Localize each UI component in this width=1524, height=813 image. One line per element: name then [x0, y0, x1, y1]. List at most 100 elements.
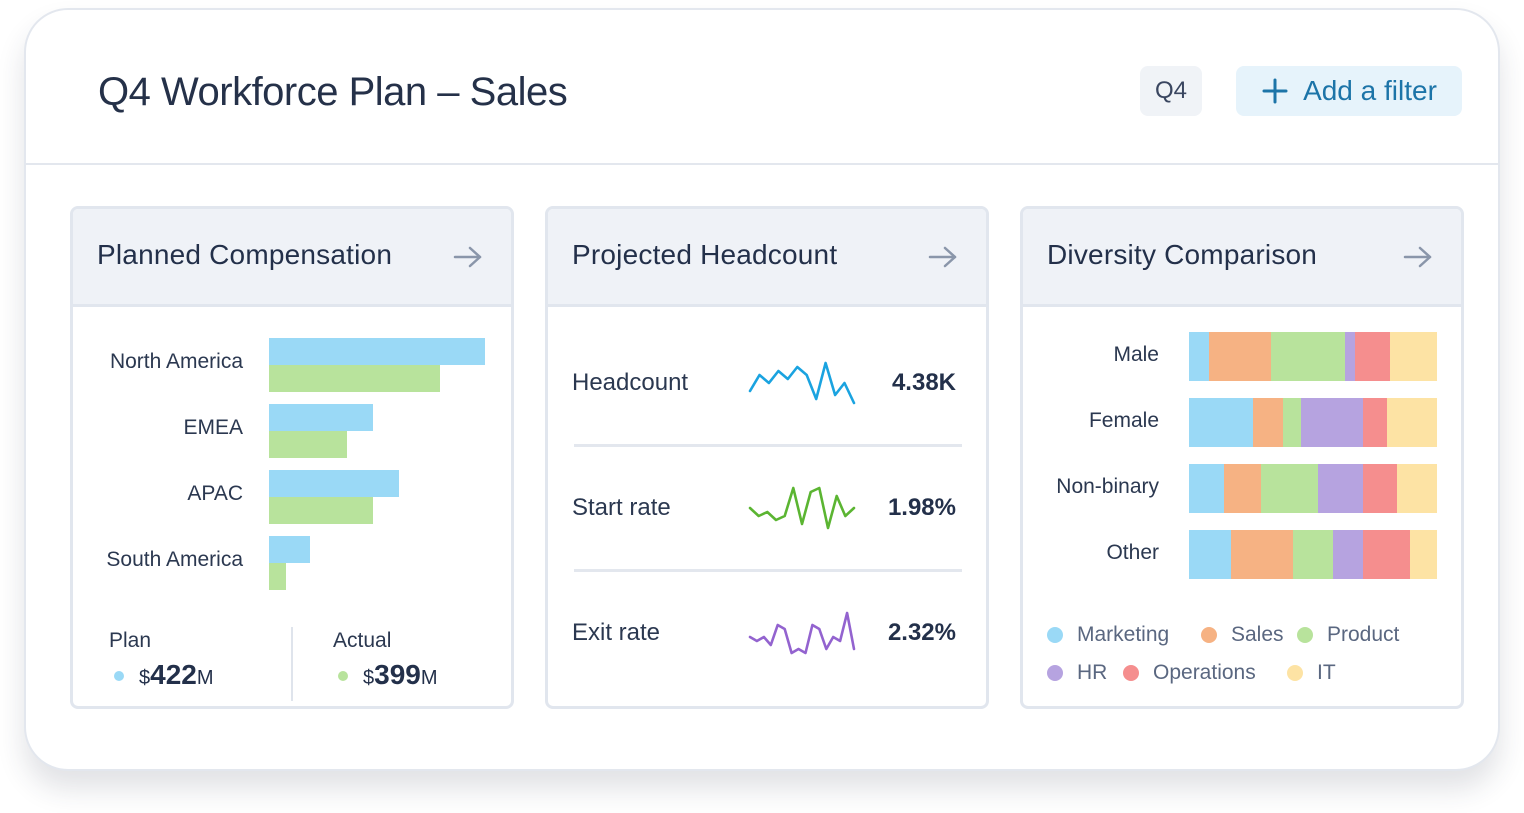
plan-label: Plan	[109, 629, 152, 652]
metric-label: Exit rate	[572, 619, 661, 646]
metric-value: 1.98%	[887, 494, 956, 521]
bar-segment-hr	[1300, 398, 1363, 447]
legend-dot	[1047, 627, 1063, 643]
metric-divider	[574, 569, 962, 572]
bar-segment-operations	[1362, 464, 1398, 513]
legend-dot	[1123, 665, 1139, 681]
metric-label: Headcount	[572, 369, 689, 396]
actual-dot	[338, 671, 348, 681]
legend-item-hr[interactable]: HR	[1047, 661, 1107, 685]
metric-divider	[574, 444, 962, 447]
add-filter-label: Add a filter	[1303, 75, 1437, 106]
plan-bar[interactable]	[269, 536, 311, 563]
legend-item-sales[interactable]: Sales	[1201, 623, 1284, 647]
metric-value: 4.38K	[891, 369, 956, 396]
bar-segment-product	[1283, 398, 1301, 447]
plan-value: 422	[150, 659, 197, 690]
summary-divider	[291, 627, 293, 701]
sparkline-chart	[748, 486, 856, 530]
card-header[interactable]: Projected Headcount	[548, 209, 986, 307]
bar-segment-marketing	[1189, 332, 1209, 381]
bar-segment-product	[1293, 530, 1333, 579]
legend-dot	[1297, 627, 1313, 643]
bar-segment-hr	[1332, 530, 1363, 579]
bar-segment-it	[1389, 332, 1437, 381]
plan-bar[interactable]	[269, 470, 399, 497]
legend-label: Marketing	[1077, 623, 1170, 646]
plan-dot	[114, 671, 124, 681]
diversity-comparison-card: Diversity Comparison Male Female Non-binar…	[1020, 206, 1464, 709]
bar-segment-sales	[1223, 464, 1261, 513]
plan-total: $422M	[139, 659, 214, 691]
legend-label: Sales	[1231, 623, 1284, 646]
actual-unit: M	[420, 667, 438, 689]
actual-label: Actual	[333, 629, 392, 652]
sparkline-path	[748, 611, 856, 655]
sparkline-chart	[748, 361, 856, 405]
bar-segment-sales	[1253, 398, 1284, 447]
group-label: Male	[1113, 343, 1159, 366]
sparkline-path	[748, 361, 856, 405]
legend-item-marketing[interactable]: Marketing	[1047, 623, 1169, 647]
stacked-bar[interactable]	[1189, 332, 1437, 381]
bar-segment-hr	[1345, 332, 1356, 381]
add-filter-button[interactable]: Add a filter	[1236, 66, 1462, 116]
card-title: Planned Compensation	[97, 239, 393, 270]
group-label: Non-binary	[1056, 475, 1159, 498]
bar-segment-marketing	[1189, 464, 1224, 513]
legend-item-product[interactable]: Product	[1297, 623, 1399, 647]
card-title: Diversity Comparison	[1047, 239, 1318, 270]
bar-segment-sales	[1231, 530, 1294, 579]
quarter-selector-button[interactable]: Q4	[1140, 66, 1202, 116]
legend-dot	[1287, 665, 1303, 681]
actual-bar[interactable]	[269, 497, 373, 524]
region-label: South America	[106, 548, 243, 571]
arrow-right-icon[interactable]	[453, 245, 483, 269]
legend-item-it[interactable]: IT	[1287, 661, 1336, 685]
bar-segment-product	[1260, 464, 1318, 513]
actual-value: 399	[374, 659, 421, 690]
card-header[interactable]: Planned Compensation	[73, 209, 511, 307]
group-label: Other	[1106, 541, 1159, 564]
bar-segment-it	[1397, 464, 1437, 513]
region-label: North America	[109, 350, 243, 373]
plus-icon	[1262, 78, 1288, 104]
stacked-bar[interactable]	[1189, 464, 1437, 513]
arrow-right-icon[interactable]	[1403, 245, 1433, 269]
bar-segment-hr	[1317, 464, 1363, 513]
plan-bar[interactable]	[269, 404, 373, 431]
legend-label: IT	[1317, 661, 1336, 684]
bar-segment-marketing	[1189, 530, 1232, 579]
legend-label: Operations	[1153, 661, 1256, 684]
page-title: Q4 Workforce Plan – Sales	[98, 70, 568, 114]
actual-bar[interactable]	[269, 365, 440, 392]
legend-item-operations[interactable]: Operations	[1123, 661, 1256, 685]
arrow-right-icon[interactable]	[928, 245, 958, 269]
metric-label: Start rate	[572, 494, 671, 521]
actual-bar[interactable]	[269, 431, 347, 458]
dashboard-window: Q4 Workforce Plan – Sales Q4 Add a filte…	[24, 8, 1500, 771]
stacked-bar[interactable]	[1189, 398, 1437, 447]
card-header[interactable]: Diversity Comparison	[1023, 209, 1461, 307]
actual-total: $399M	[363, 659, 438, 691]
planned-compensation-card: Planned Compensation North America EMEA AP…	[70, 206, 514, 709]
plan-unit: M	[196, 667, 214, 689]
bar-segment-operations	[1362, 530, 1410, 579]
card-title: Projected Headcount	[572, 239, 838, 270]
plan-bar[interactable]	[269, 338, 485, 365]
bar-segment-marketing	[1189, 398, 1254, 447]
region-label: EMEA	[183, 416, 243, 439]
actual-bar[interactable]	[269, 563, 287, 590]
projected-headcount-card: Projected Headcount Headcount 4.38K Start …	[545, 206, 989, 709]
legend-label: HR	[1077, 661, 1108, 684]
plan-currency: $	[139, 667, 151, 689]
bar-segment-operations	[1355, 332, 1390, 381]
group-label: Female	[1088, 409, 1159, 432]
region-label: APAC	[187, 482, 243, 505]
sparkline-chart	[748, 611, 856, 655]
stacked-bar[interactable]	[1189, 530, 1437, 579]
legend-label: Product	[1327, 623, 1400, 646]
actual-currency: $	[363, 667, 375, 689]
bar-segment-product	[1270, 332, 1346, 381]
header-bar: Q4 Workforce Plan – Sales Q4 Add a filte…	[26, 10, 1498, 165]
